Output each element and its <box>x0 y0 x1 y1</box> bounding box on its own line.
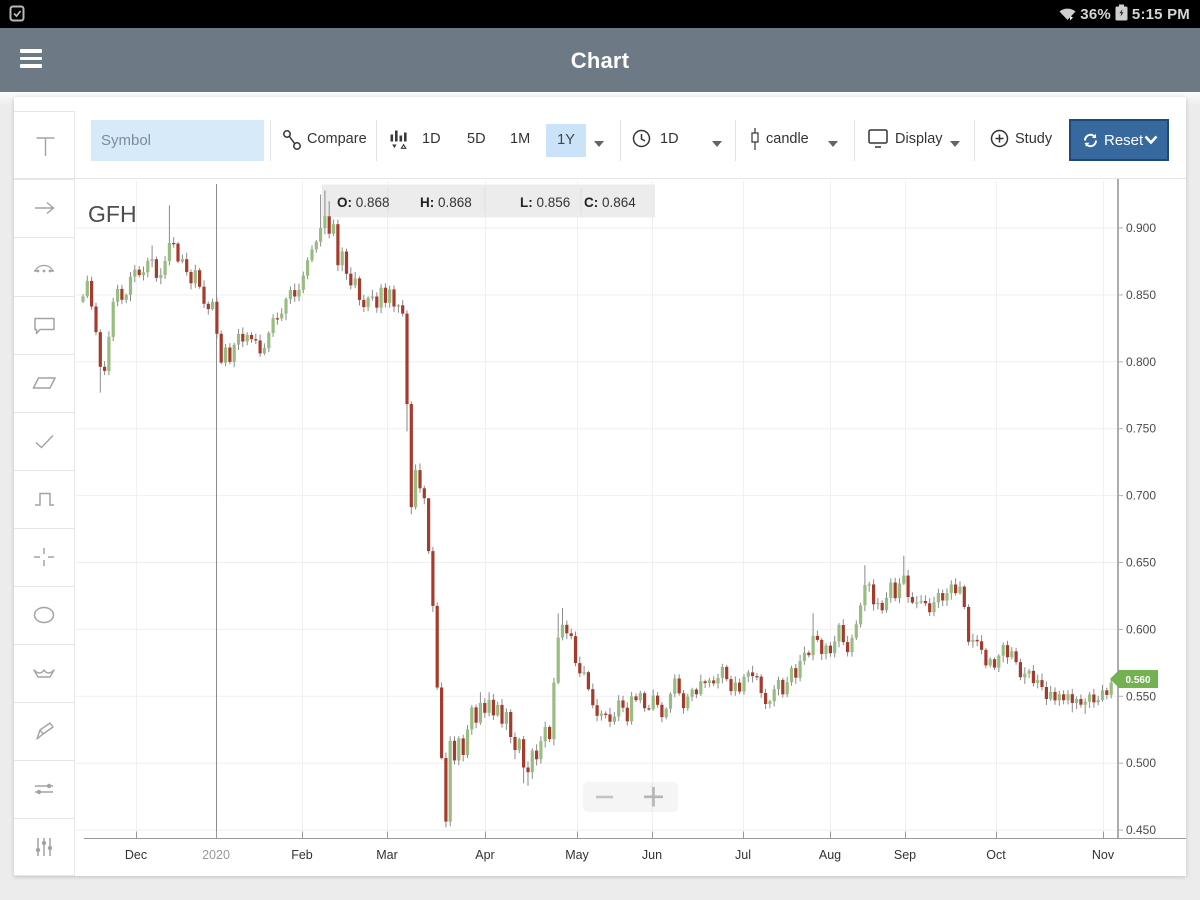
svg-text:O: 0.868: O: 0.868 <box>337 195 390 210</box>
svg-text:Nov: Nov <box>1092 848 1115 862</box>
svg-text:Oct: Oct <box>986 848 1006 862</box>
svg-text:Apr: Apr <box>475 848 494 862</box>
svg-text:GFH: GFH <box>88 201 137 227</box>
svg-text:C: 0.864: C: 0.864 <box>584 195 636 210</box>
svg-text:May: May <box>565 848 589 862</box>
svg-text:0.700: 0.700 <box>1126 489 1156 503</box>
svg-text:Dec: Dec <box>125 848 147 862</box>
svg-text:Sep: Sep <box>894 848 916 862</box>
svg-text:0.600: 0.600 <box>1126 622 1156 636</box>
svg-text:0.550: 0.550 <box>1126 689 1156 703</box>
svg-text:2020: 2020 <box>202 848 230 862</box>
svg-text:Jul: Jul <box>735 848 751 862</box>
svg-text:Aug: Aug <box>819 848 841 862</box>
svg-text:0.750: 0.750 <box>1126 422 1156 436</box>
svg-text:Mar: Mar <box>376 848 398 862</box>
svg-text:0.560: 0.560 <box>1125 675 1150 686</box>
svg-text:Feb: Feb <box>291 848 313 862</box>
svg-text:H: 0.868: H: 0.868 <box>420 195 472 210</box>
svg-text:Jun: Jun <box>642 848 662 862</box>
svg-text:0.850: 0.850 <box>1126 288 1156 302</box>
svg-text:L: 0.856: L: 0.856 <box>520 195 570 210</box>
svg-text:0.500: 0.500 <box>1126 756 1156 770</box>
svg-text:0.650: 0.650 <box>1126 556 1156 570</box>
svg-text:0.450: 0.450 <box>1126 823 1156 837</box>
svg-text:0.900: 0.900 <box>1126 221 1156 235</box>
svg-text:0.800: 0.800 <box>1126 355 1156 369</box>
